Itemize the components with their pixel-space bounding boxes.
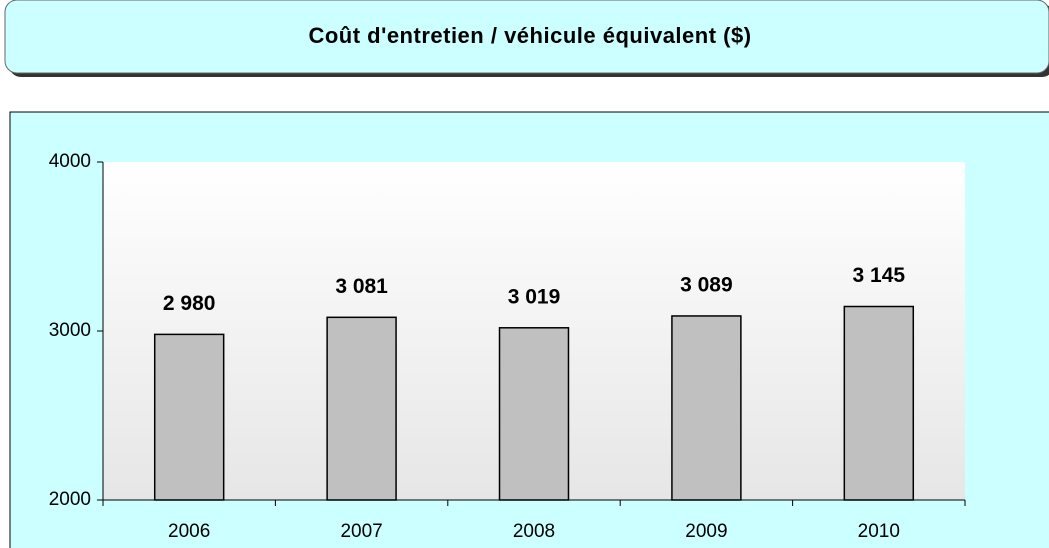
- x-tick-label: 2009: [685, 521, 727, 542]
- y-tick-label: 4000: [49, 151, 91, 172]
- x-tick-label: 2008: [513, 521, 555, 542]
- x-tick-label: 2010: [858, 521, 900, 542]
- title-box: [4, 0, 1049, 74]
- value-label: 3 089: [680, 274, 733, 297]
- bar: [671, 315, 742, 501]
- chart-title: Coût d'entretien / véhicule équivalent (…: [308, 23, 751, 48]
- x-tick-label: 2006: [168, 521, 210, 542]
- bar: [153, 333, 225, 501]
- y-tick-label: 3000: [49, 320, 91, 341]
- bar: [326, 316, 397, 501]
- value-label: 3 081: [335, 275, 388, 298]
- x-tick-label: 2007: [340, 521, 382, 542]
- y-tick-label: 2000: [49, 489, 91, 510]
- bar: [843, 305, 915, 501]
- value-label: 3 019: [508, 285, 561, 308]
- value-label: 2 980: [163, 292, 216, 315]
- bar: [498, 327, 570, 501]
- value-label: 3 145: [853, 264, 906, 287]
